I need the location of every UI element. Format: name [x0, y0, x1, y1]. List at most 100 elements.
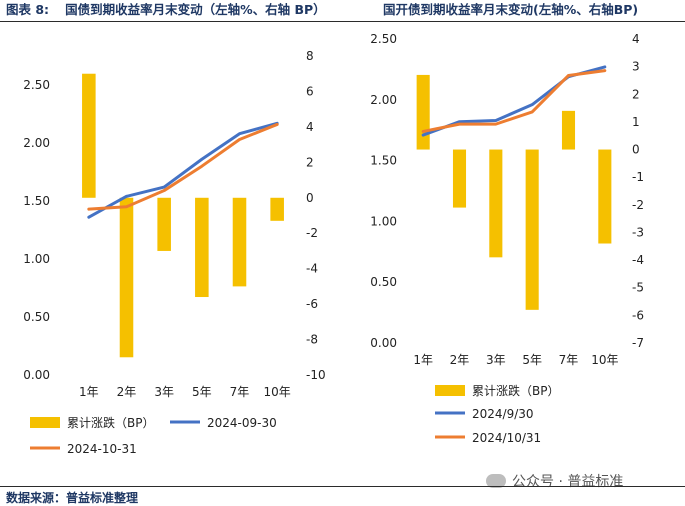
category-label: 10年: [591, 353, 618, 367]
left-axis-tick-label: 2.50: [370, 32, 397, 46]
bar-cumulative-change: [270, 197, 284, 221]
line-point: [163, 189, 165, 192]
line-point: [531, 103, 533, 106]
left-axis-tick-label: 2.50: [23, 78, 50, 92]
line-point: [495, 119, 497, 122]
category-label: 7年: [230, 385, 250, 399]
right-axis-tick-label: -5: [632, 281, 644, 295]
right-axis-tick-label: 8: [306, 49, 314, 63]
line-point: [88, 216, 90, 219]
line-point: [604, 66, 606, 68]
line-point: [125, 206, 128, 208]
figure-label: 图表 8:: [6, 2, 50, 17]
left-axis-tick-label: 2.00: [370, 93, 397, 107]
right-axis-tick-label: -4: [306, 262, 318, 276]
line-point: [201, 158, 203, 161]
right-axis-tick-label: 2: [632, 87, 640, 101]
wechat-icon: [486, 474, 506, 488]
legend-label-line: 2024/9/30: [472, 407, 534, 421]
bar-cumulative-change: [525, 149, 539, 310]
treasury-yield-chart: 0.00 0.50 1.00 1.50 2.00 2.50 -10 -8 -6 -4 -2 0 2 4 6 8…: [23, 49, 326, 456]
bar-cumulative-change: [82, 73, 96, 198]
right-axis-tick-label: 1: [632, 115, 640, 129]
legend-swatch-bar: [435, 385, 465, 396]
watermark: 公众号 · 普益标准: [486, 471, 623, 491]
legend-label-line: 2024-09-30: [207, 416, 277, 430]
legend-swatch-bar: [30, 417, 60, 428]
right-axis-tick-label: -6: [632, 308, 644, 322]
bar-cumulative-change: [119, 197, 134, 358]
right-axis-tick-label: 6: [306, 84, 314, 98]
bar-cumulative-change: [416, 74, 430, 150]
cdb-yield-chart: 0.00 0.50 1.00 1.50 2.00 2.50 -7 -6 -5 -4 -3 -2 -1 0 1…: [370, 32, 644, 445]
left-axis-tick-label: 0.00: [370, 336, 397, 350]
line-point: [458, 120, 461, 123]
category-label: 3年: [154, 385, 174, 399]
line-point: [276, 123, 278, 126]
line-point: [422, 130, 424, 133]
left-axis-tick-label: 0.50: [23, 310, 50, 324]
left-axis-tick-label: 1.00: [23, 252, 50, 266]
left-chart-title: 国债到期收益率月末变动（左轴%、右轴 BP）: [65, 2, 326, 17]
line-series-2024/10/31: [421, 69, 607, 133]
bar-cumulative-change: [561, 110, 576, 150]
left-axis-tick-label: 1.50: [23, 194, 50, 208]
legend-label-line: 2024/10/31: [472, 431, 541, 445]
category-label: 2年: [117, 385, 137, 399]
bar-cumulative-change: [157, 197, 171, 251]
line-point: [163, 186, 165, 188]
left-axis-tick-label: 1.00: [370, 214, 397, 228]
line-point: [604, 69, 606, 72]
source-note: 数据来源：普益标准整理: [6, 491, 139, 505]
line-point: [88, 208, 90, 210]
category-label: 2年: [450, 353, 470, 367]
right-axis-tick-label: -7: [632, 336, 644, 350]
left-axis-tick-label: 0.50: [370, 275, 397, 289]
category-label: 7年: [559, 353, 579, 367]
bar-cumulative-change: [452, 149, 467, 208]
left-axis-tick-label: 0.00: [23, 368, 50, 382]
left-axis-tick-label: 2.00: [23, 136, 50, 150]
category-label: 1年: [79, 385, 99, 399]
right-axis-tick-label: -10: [306, 368, 326, 382]
bar-cumulative-change: [489, 149, 503, 258]
right-axis-tick-label: -1: [632, 170, 644, 184]
right-axis-tick-label: 4: [632, 32, 640, 46]
category-label: 5年: [192, 385, 212, 399]
line-point: [531, 111, 533, 113]
line-point: [458, 123, 461, 125]
right-axis-tick-label: -8: [306, 333, 318, 347]
line-series-2024-09-30: [87, 121, 279, 219]
legend-label-bar: 累计涨跌（BP）: [472, 383, 559, 398]
right-axis-tick-label: 3: [632, 60, 640, 74]
legend-label-line: 2024-10-31: [67, 442, 137, 456]
category-label: 10年: [264, 385, 291, 399]
right-axis-tick-label: -4: [632, 253, 644, 267]
category-label: 5年: [522, 353, 542, 367]
right-axis-tick-label: -3: [632, 225, 644, 239]
line-point: [567, 74, 570, 77]
right-axis-tick-label: 2: [306, 155, 314, 169]
left-axis-tick-label: 1.50: [370, 154, 397, 168]
line-point: [238, 138, 241, 141]
category-label: 1年: [413, 353, 433, 367]
line-point: [201, 165, 203, 167]
header-divider: [0, 21, 685, 22]
right-axis-tick-label: 4: [306, 120, 314, 134]
legend-label-bar: 累计涨跌（BP）: [67, 415, 154, 430]
right-chart-title: 国开债到期收益率月末变动(左轴%、右轴BP): [383, 2, 639, 17]
right-axis-tick-label: -6: [306, 297, 318, 311]
right-axis-tick-label: -2: [632, 198, 644, 212]
right-axis-tick-label: 0: [632, 143, 640, 157]
line-point: [422, 134, 424, 136]
footer-divider: [0, 486, 685, 487]
left-chart-header: 图表 8: 国债到期收益率月末变动（左轴%、右轴 BP）: [6, 0, 326, 20]
category-label: 3年: [486, 353, 506, 367]
line-point: [495, 123, 497, 125]
line-point: [238, 132, 241, 135]
right-axis-tick-label: -2: [306, 226, 318, 240]
watermark-text: 公众号 · 普益标准: [512, 474, 624, 490]
line-series-2024-10-31: [87, 122, 279, 211]
bar-cumulative-change: [598, 149, 612, 244]
bar-cumulative-change: [232, 197, 247, 287]
